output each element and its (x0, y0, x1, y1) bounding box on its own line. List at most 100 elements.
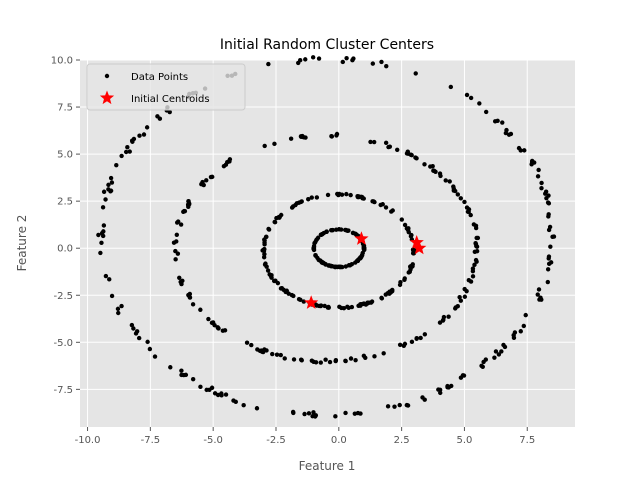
data-point (257, 348, 263, 354)
legend-label-data-points: Data Points (131, 72, 188, 83)
data-point (322, 303, 327, 309)
data-point (545, 267, 551, 272)
data-point (261, 255, 267, 260)
data-point (274, 352, 280, 357)
data-point (387, 144, 393, 149)
centroid-star (409, 235, 424, 249)
data-point (477, 101, 482, 106)
data-point (208, 174, 214, 180)
y-tick-label: 5.0 (57, 150, 73, 161)
data-point (399, 217, 404, 222)
data-point (315, 235, 321, 240)
data-point (343, 410, 348, 416)
data-point (545, 200, 551, 205)
data-point (366, 300, 372, 305)
plot-area (80, 60, 575, 427)
data-point (462, 294, 468, 299)
data-point (511, 335, 517, 341)
data-point (413, 155, 418, 160)
y-axis-label: Feature 2 (15, 215, 29, 272)
data-point (368, 139, 373, 145)
data-point (212, 322, 217, 328)
data-point (473, 223, 479, 229)
data-point (550, 234, 555, 240)
data-point (500, 120, 505, 125)
data-point (547, 224, 553, 230)
data-point (204, 178, 209, 183)
data-point (262, 262, 268, 267)
data-point (145, 339, 150, 345)
data-point (340, 59, 345, 65)
data-point (379, 295, 384, 301)
data-point (468, 212, 473, 218)
data-point (438, 390, 443, 396)
data-point (175, 251, 181, 256)
centroid-star (354, 231, 369, 245)
data-point (177, 275, 182, 280)
data-point (473, 257, 479, 263)
data-point (96, 232, 101, 238)
x-tick-label: -5.0 (203, 435, 223, 446)
data-point (379, 59, 384, 65)
data-point (455, 304, 460, 309)
data-point (397, 342, 403, 347)
data-point (198, 384, 203, 390)
data-point (289, 292, 295, 298)
data-point (269, 272, 274, 278)
x-tick-label: 0.0 (331, 435, 347, 446)
data-point (447, 179, 452, 184)
data-point (272, 219, 278, 225)
data-point (137, 133, 142, 138)
data-point (314, 303, 320, 308)
centroid-star (412, 240, 427, 255)
data-point (244, 340, 250, 345)
data-point (383, 140, 389, 146)
data-point (334, 131, 340, 137)
data-point (353, 357, 358, 363)
data-point (523, 312, 528, 318)
data-point (343, 264, 349, 269)
data-point (546, 254, 552, 259)
legend: Data Points Initial Centroids (86, 63, 246, 111)
x-tick-label: 5.0 (456, 435, 472, 446)
data-point (536, 167, 541, 173)
data-point (173, 257, 178, 262)
data-point (179, 368, 184, 373)
data-point (355, 410, 361, 416)
data-point (518, 329, 523, 334)
y-tick-label: 2.5 (57, 197, 73, 208)
data-point (461, 373, 467, 378)
data-point (548, 244, 553, 249)
data-point (283, 289, 288, 295)
data-point (504, 127, 509, 133)
legend-marker-initial-centroids (99, 90, 115, 105)
data-point (241, 402, 246, 408)
data-point (389, 209, 394, 214)
data-point (411, 251, 416, 256)
data-point (101, 223, 107, 228)
data-point (480, 364, 485, 369)
data-point (535, 174, 541, 179)
data-point (408, 263, 414, 269)
data-point (468, 95, 474, 101)
data-point (328, 264, 334, 269)
data-point (474, 248, 480, 254)
data-point (392, 404, 397, 409)
data-point (521, 323, 526, 329)
y-tick-label: -2.5 (53, 291, 73, 302)
data-point (323, 357, 328, 362)
data-point (347, 263, 353, 268)
data-point (501, 342, 506, 348)
y-tick-label: -7.5 (53, 385, 73, 396)
data-point (291, 410, 296, 416)
data-point (223, 162, 229, 167)
data-point (443, 178, 448, 183)
data-point (492, 355, 497, 360)
data-point (512, 330, 518, 335)
data-point (413, 71, 418, 76)
data-point (330, 227, 335, 233)
data-point (168, 365, 173, 370)
data-point (99, 231, 105, 236)
data-point (361, 196, 366, 201)
data-point (311, 359, 316, 365)
